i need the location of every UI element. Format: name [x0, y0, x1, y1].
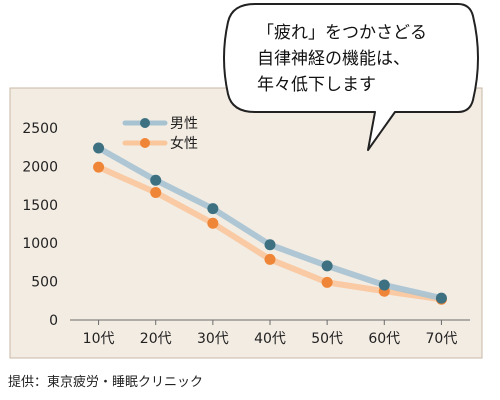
- series-point: [264, 253, 276, 265]
- series-point: [150, 187, 162, 199]
- x-tick-label: 40代: [254, 331, 286, 347]
- x-tick-label: 50代: [311, 331, 343, 347]
- series-point: [150, 174, 162, 186]
- y-tick-label: 0: [49, 313, 58, 329]
- series-point: [207, 217, 219, 229]
- y-tick-label: 1000: [22, 236, 58, 252]
- series-layer: [93, 142, 447, 305]
- series-point: [93, 161, 105, 173]
- legend-marker-male: [140, 118, 150, 128]
- series-point: [207, 203, 219, 215]
- legend-label-female: 女性: [170, 135, 198, 152]
- callout-line-2: 自律神経の機能は、: [257, 49, 410, 69]
- x-tick-label: 70代: [426, 331, 458, 347]
- callout-line-3: 年々低下します: [257, 75, 376, 95]
- plot-background: [9, 87, 483, 359]
- x-axis-ticks: 10代 20代 30代 40代 50代 60代 70代: [83, 320, 458, 347]
- legend-label-male: 男性: [170, 116, 198, 132]
- y-tick-label: 1500: [22, 198, 58, 214]
- x-tick-label: 20代: [140, 331, 172, 347]
- series-point: [321, 260, 333, 272]
- y-tick-label: 2500: [22, 121, 58, 137]
- callout-shape: [223, 3, 479, 151]
- x-tick-label: 10代: [83, 331, 115, 347]
- x-tick-label: 30代: [197, 331, 229, 347]
- legend-marker-female: [140, 138, 150, 148]
- series-point: [321, 276, 333, 288]
- y-tick-label: 500: [31, 275, 58, 291]
- callout-bubble: 「疲れ」をつかさどる 自律神経の機能は、 年々低下します: [223, 3, 479, 151]
- series-point: [93, 142, 105, 154]
- y-tick-label: 2000: [22, 159, 58, 175]
- series-point: [378, 279, 390, 291]
- legend: 男性 女性: [122, 116, 198, 152]
- source-note: 提供：東京疲労・睡眠クリニック: [8, 374, 203, 390]
- x-tick-label: 60代: [368, 331, 400, 347]
- series-point: [264, 239, 276, 251]
- series-point: [435, 292, 447, 304]
- y-axis-ticks: 0 500 1000 1500 2000 2500: [22, 121, 58, 329]
- callout-line-1: 「疲れ」をつかさどる: [257, 23, 427, 43]
